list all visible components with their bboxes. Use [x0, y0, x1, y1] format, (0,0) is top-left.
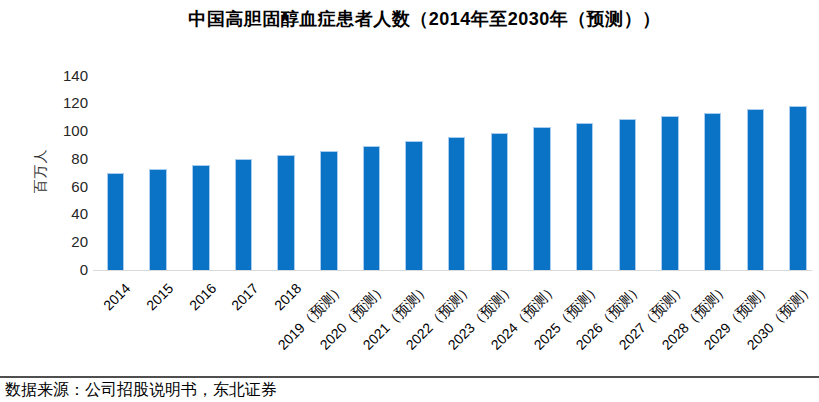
y-tick-label: 120 [63, 95, 88, 111]
y-tick-label: 100 [63, 123, 88, 139]
bar [448, 137, 466, 270]
y-tick-label: 20 [71, 234, 88, 250]
y-tick-label: 40 [71, 206, 88, 222]
bar [747, 109, 765, 270]
x-tick-label: 2017 [228, 280, 261, 313]
bar [235, 159, 253, 270]
footer-divider [0, 376, 819, 378]
bar [277, 155, 295, 270]
bar [661, 116, 679, 270]
x-axis-line [93, 270, 812, 271]
y-tick-label: 140 [63, 68, 88, 84]
y-tick-label: 80 [71, 151, 88, 167]
bar [192, 165, 210, 270]
report-page: 中国高胆固醇血症患者人数（2014年至2030年（预测）） 百万人 0 20 40 6… [0, 0, 819, 402]
bar [405, 141, 423, 270]
x-tick-label: 2016 [186, 280, 219, 313]
data-source-note: 数据来源：公司招股说明书，东北证券 [5, 380, 277, 401]
y-tick-label: 60 [71, 179, 88, 195]
bar [704, 113, 722, 270]
bar [576, 123, 594, 270]
bar [789, 106, 807, 270]
y-axis-label: 百万人 [32, 149, 50, 194]
bar [491, 133, 509, 270]
y-tick-label: 0 [80, 262, 88, 278]
bar [320, 151, 338, 270]
bar [363, 146, 381, 270]
bar [533, 127, 551, 270]
x-tick-label: 2015 [143, 280, 176, 313]
bar [619, 119, 637, 270]
bar [149, 169, 167, 270]
x-tick-label: 2018 [271, 280, 304, 313]
bar [107, 173, 125, 270]
chart-title: 中国高胆固醇血症患者人数（2014年至2030年（预测）） [30, 7, 819, 31]
x-tick-label: 2014 [100, 280, 133, 313]
